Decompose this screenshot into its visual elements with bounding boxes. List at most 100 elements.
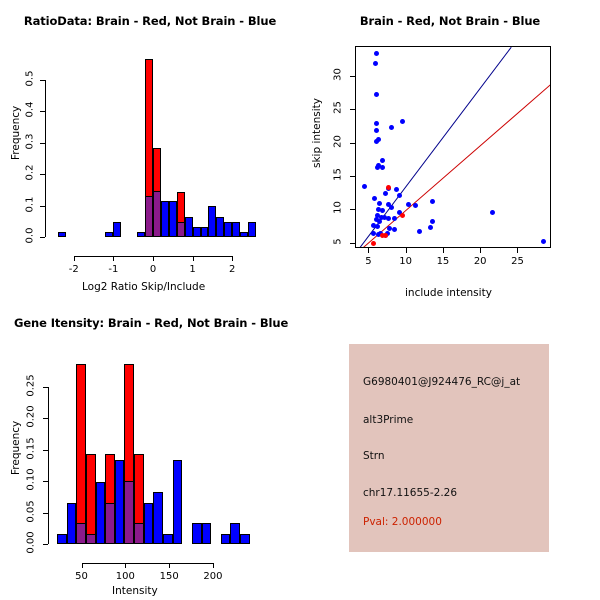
scatter-point-blue [393,186,399,192]
scatter-point-blue [375,213,381,219]
ratio-histogram-xtick-label: -2 [68,264,79,275]
gene-histogram-bar-blue [172,460,183,544]
scatter-point-blue [386,215,392,221]
ratio-histogram-bar-blue [192,226,201,237]
scatter-xtick-label: 25 [511,256,524,267]
ratio-histogram-plot-area: 0.0 0.1 0.2 0.3 0.4 0.5 -2 -1 0 1 2 [0,0,300,300]
ratio-histogram-xaxis [73,256,233,257]
scatter-xtick-label: 20 [473,256,487,267]
scatter-point-blue [381,215,387,221]
scatter-ytick [350,76,355,77]
scatter-ytick-label: 15 [332,168,344,181]
scatter-point-blue [374,120,380,126]
ratio-histogram-ytick [40,111,45,113]
scatter-point-blue [375,206,381,212]
gene-histogram-ytick-label: 0.25 [25,373,37,397]
ratio-histogram-ytick-label: 0.1 [24,196,36,213]
ratio-histogram-bar-blue [200,226,209,237]
gene-histogram-bar-blue [143,503,154,544]
scatter-point-blue [396,193,402,199]
scatter-ytick-label: 20 [332,134,344,148]
gene-histogram-bar-blue [153,491,163,544]
ratio-histogram-bar-blue [224,221,233,237]
scatter-xtick-label: 10 [399,256,413,267]
ratio-histogram-ytick [40,80,45,82]
scatter-trend-line-red-fit [361,83,550,247]
scatter-plot-box [355,46,551,248]
ratio-histogram-xtick-label: 1 [189,264,196,275]
gene-histogram-ytick [43,386,48,388]
scatter-point-blue [416,228,422,234]
ratio-histogram-bar-blue [248,221,256,237]
scatter-xtick [442,248,444,253]
gene-histogram-bar-blue [163,533,173,544]
scatter-point-blue [429,199,435,205]
scatter-point-blue [373,139,379,145]
scatter-ytick [350,209,355,211]
scatter-point-blue [385,201,391,207]
panel-scatter: Brain - Red, Not Brain - Blue skip inten… [300,0,600,300]
scatter-point-blue [378,214,384,220]
gene-info-box: G6980401@J924476_RC@j_at alt3Prime Strn chr… [349,344,549,552]
scatter-ytick [350,142,355,144]
ratio-histogram-ytick-label: 0.4 [24,102,36,118]
scatter-point-blue [361,183,367,189]
scatter-point-blue [376,219,382,225]
gene-histogram-title: Gene Itensity: Brain - Red, Not Brain - … [14,316,289,330]
ratio-histogram-ytick [40,142,45,144]
scatter-point-blue [379,165,385,171]
ratio-histogram-yaxis [45,80,46,237]
ratio-histogram-xtick-label: -1 [108,264,119,275]
gene-histogram-ytick-label: 0.20 [25,405,37,428]
scatter-point-blue [400,119,406,125]
scatter-plot-area: 5 10 15 20 25 30 5 10 15 20 25 [300,0,600,300]
scatter-point-blue [373,50,379,56]
gene-histogram-bar-blue [230,523,241,544]
ratio-histogram-bar-blue [208,206,217,237]
gene-histogram-bar-blue [191,523,202,544]
ratio-histogram-ytick-label: 0.0 [24,227,36,244]
scatter-point-blue [383,190,389,196]
gene-info-line-4: chr17.11655-2.26 [363,487,458,499]
scatter-point-blue [374,127,380,133]
ratio-histogram-bar-blue [137,231,146,237]
scatter-ytick-label: 5 [332,237,344,245]
gene-histogram-bar-blue [66,503,77,544]
scatter-xtick-label: 5 [365,256,372,267]
ratio-histogram-bar-blue [216,216,225,237]
scatter-point-blue [540,239,546,245]
scatter-point-blue [380,157,386,163]
scatter-xtick [480,248,482,253]
scatter-title: Brain - Red, Not Brain - Blue [359,14,541,28]
ratio-histogram-xtick [113,256,115,261]
scatter-point-blue [372,195,378,201]
scatter-point-red [399,213,405,219]
gene-histogram-ytick-label: 0.05 [25,499,37,523]
ratio-histogram-xlabel: Log2 Ratio Skip/Include [82,281,206,293]
scatter-point-blue [388,205,394,211]
ratio-histogram-ytick-label: 0.5 [24,70,36,87]
ratio-histogram-bar-overlap [153,190,161,237]
gene-histogram-xtick [169,563,171,568]
ratio-histogram-bar-overlap [145,195,153,237]
scatter-ytick [350,242,355,244]
panel-ratio-histogram: RatioData: Brain - Red, Not Brain - Blue… [0,0,300,300]
gene-info-line-3: Strn [363,450,385,462]
gene-histogram-ytick-label: 0.15 [25,436,37,460]
scatter-xtick [368,248,370,253]
scatter-point-red [383,232,389,238]
scatter-point-red [370,240,376,246]
ratio-histogram-bar-blue [168,200,177,237]
gene-histogram-xtick-label: 50 [75,571,88,582]
scatter-xlabel: include intensity [405,287,492,299]
scatter-point-blue [413,202,419,208]
gene-histogram-xlabel: Intensity [112,585,158,597]
ratio-histogram-ytick-label: 0.2 [24,164,36,181]
ratio-histogram-xtick [192,256,194,261]
gene-histogram-bar-overlap [134,523,144,544]
ratio-histogram-xtick [232,256,234,261]
ratio-histogram-xtick [153,256,154,261]
scatter-point-blue [428,224,434,230]
scatter-point-blue [391,226,397,232]
